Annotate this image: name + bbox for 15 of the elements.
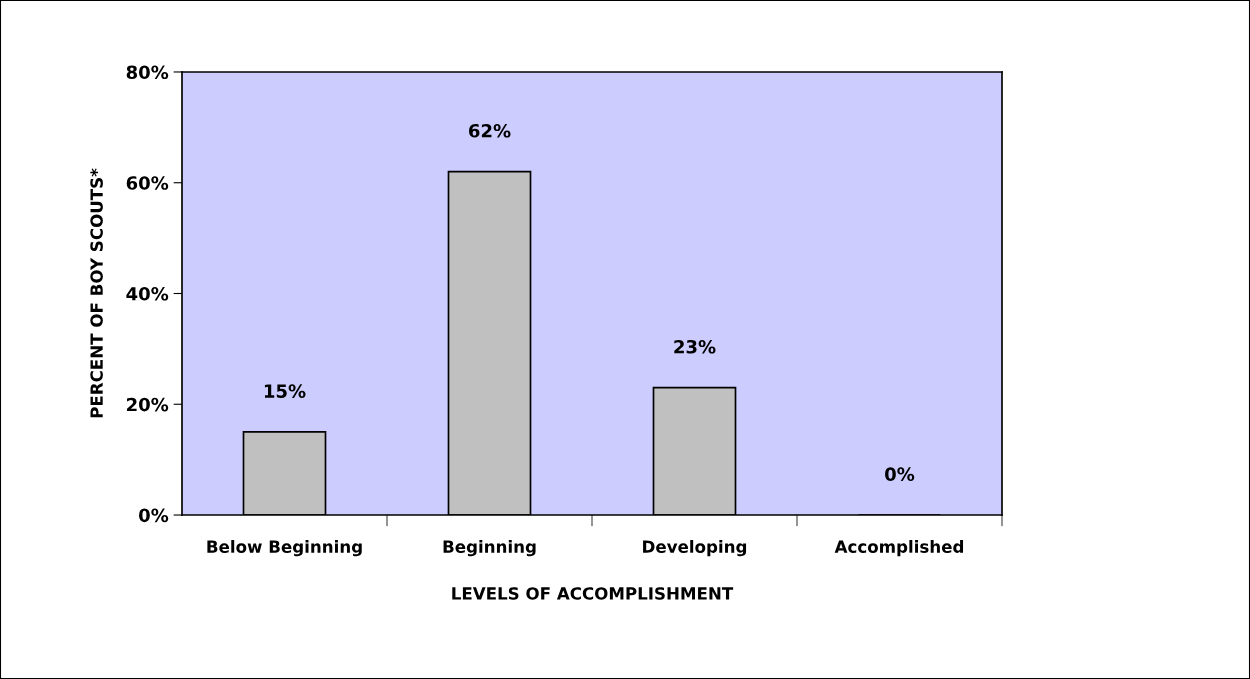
x-tick-label: Beginning xyxy=(443,540,536,557)
y-axis-title: PERCENT OF BOY SCOUTS* xyxy=(90,168,103,418)
y-tick-label: 40% xyxy=(126,286,169,301)
y-tick-label: 80% xyxy=(126,65,169,80)
y-tick-label: 0% xyxy=(139,508,169,523)
y-tick-label: 20% xyxy=(127,397,169,412)
x-axis-title: LEVELS OF ACCOMPLISHMENT xyxy=(452,587,734,600)
x-tick-label: Accomplished xyxy=(834,540,964,557)
data-label: 62% xyxy=(469,123,511,138)
y-tick-label: 60% xyxy=(126,176,169,190)
x-tick-label: Developing xyxy=(643,540,747,557)
x-tick-label: Below Beginning xyxy=(207,540,362,557)
data-label: 0% xyxy=(885,467,915,481)
data-label: 23% xyxy=(674,339,716,354)
data-label: 15% xyxy=(264,384,306,398)
